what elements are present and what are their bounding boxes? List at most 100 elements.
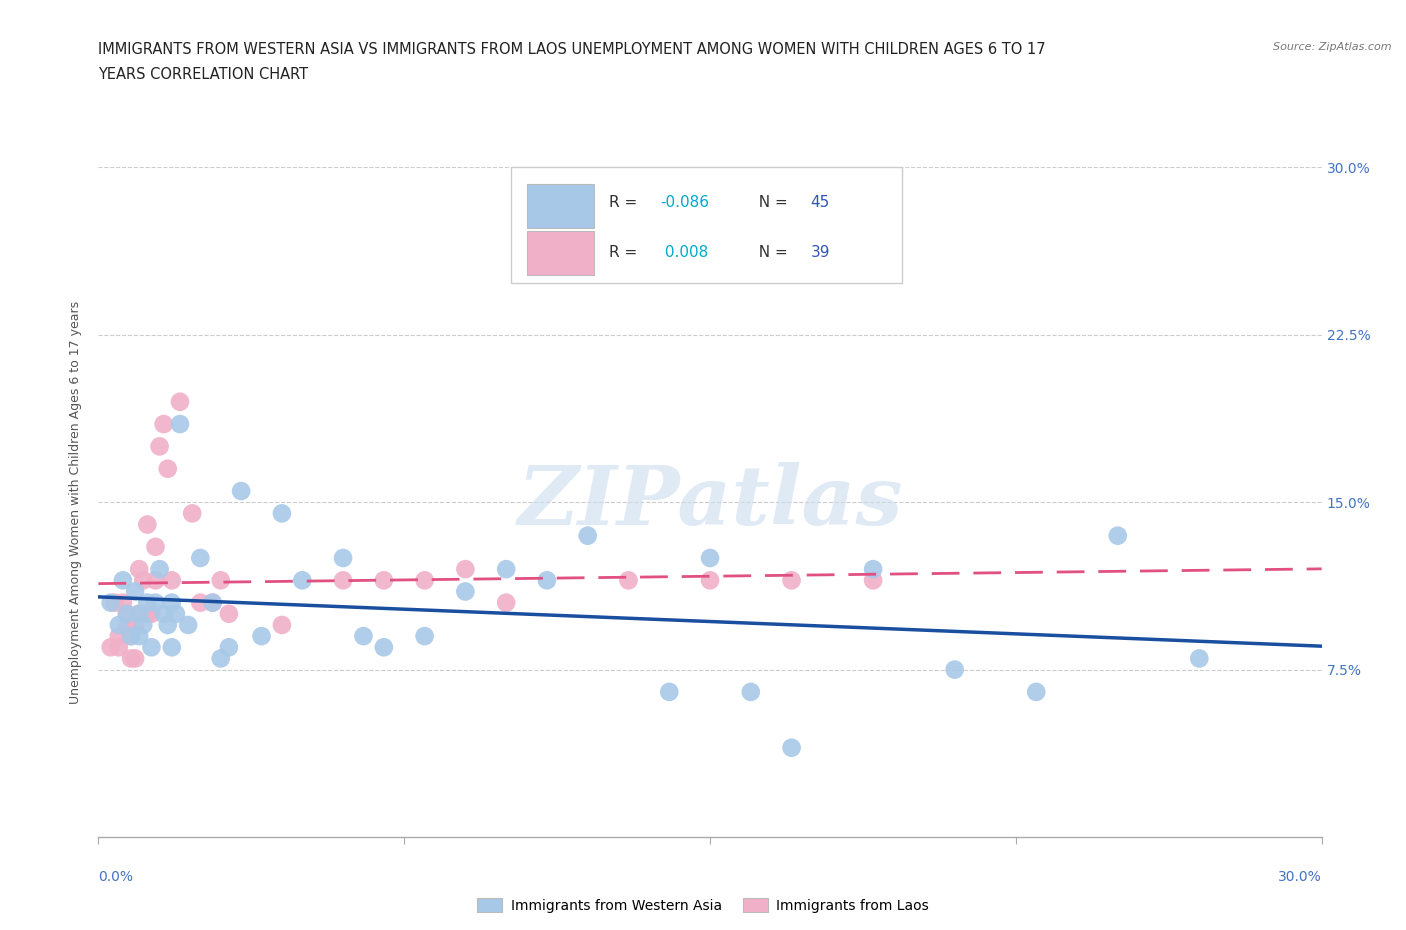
Point bbox=[111, 573, 134, 588]
Point bbox=[352, 629, 374, 644]
Text: 45: 45 bbox=[810, 195, 830, 210]
Point bbox=[413, 629, 436, 644]
FancyBboxPatch shape bbox=[526, 231, 593, 274]
Point bbox=[145, 595, 167, 610]
Point bbox=[658, 684, 681, 699]
Point bbox=[373, 640, 395, 655]
Text: 0.0%: 0.0% bbox=[98, 870, 134, 884]
Point bbox=[132, 618, 155, 632]
Point bbox=[188, 551, 212, 565]
FancyBboxPatch shape bbox=[526, 184, 593, 228]
Point bbox=[104, 595, 127, 610]
Y-axis label: Unemployment Among Women with Children Ages 6 to 17 years: Unemployment Among Women with Children A… bbox=[69, 300, 83, 704]
Point bbox=[108, 618, 131, 632]
Point bbox=[1107, 528, 1129, 543]
Text: R =: R = bbox=[609, 245, 641, 260]
Point bbox=[250, 629, 273, 644]
Text: N =: N = bbox=[749, 245, 793, 260]
Text: 30.0%: 30.0% bbox=[1278, 870, 1322, 884]
Text: -0.086: -0.086 bbox=[659, 195, 709, 210]
Point bbox=[152, 417, 174, 432]
Point bbox=[115, 606, 138, 621]
Point bbox=[231, 484, 253, 498]
Point bbox=[332, 573, 354, 588]
Point bbox=[128, 629, 150, 644]
Point bbox=[373, 573, 395, 588]
Point bbox=[413, 573, 436, 588]
Point bbox=[454, 562, 477, 577]
Text: 0.008: 0.008 bbox=[659, 245, 709, 260]
Text: ZIPatlas: ZIPatlas bbox=[517, 462, 903, 542]
Point bbox=[128, 606, 150, 621]
Point bbox=[780, 740, 803, 755]
Point bbox=[169, 394, 191, 409]
Point bbox=[209, 651, 232, 666]
Point bbox=[156, 618, 179, 632]
Point bbox=[181, 506, 204, 521]
Point bbox=[141, 640, 163, 655]
Point bbox=[156, 461, 179, 476]
Point bbox=[136, 517, 159, 532]
Point bbox=[576, 528, 599, 543]
Point bbox=[270, 506, 294, 521]
Point bbox=[495, 562, 517, 577]
Point bbox=[120, 629, 142, 644]
Point bbox=[780, 573, 803, 588]
Point bbox=[160, 640, 183, 655]
Point bbox=[111, 595, 134, 610]
Point bbox=[862, 562, 884, 577]
Point bbox=[740, 684, 762, 699]
Point bbox=[136, 595, 159, 610]
FancyBboxPatch shape bbox=[510, 167, 903, 284]
Point bbox=[270, 618, 294, 632]
Point bbox=[169, 417, 191, 432]
Point bbox=[149, 439, 172, 454]
Point bbox=[124, 651, 146, 666]
Point bbox=[218, 640, 240, 655]
Point bbox=[332, 551, 354, 565]
Point bbox=[115, 618, 138, 632]
Point bbox=[943, 662, 966, 677]
Point bbox=[1025, 684, 1047, 699]
Point bbox=[120, 651, 142, 666]
Point bbox=[141, 606, 163, 621]
Point bbox=[100, 595, 122, 610]
Text: IMMIGRANTS FROM WESTERN ASIA VS IMMIGRANTS FROM LAOS UNEMPLOYMENT AMONG WOMEN WI: IMMIGRANTS FROM WESTERN ASIA VS IMMIGRAN… bbox=[98, 42, 1046, 57]
Text: N =: N = bbox=[749, 195, 793, 210]
Point bbox=[136, 606, 159, 621]
Point bbox=[862, 573, 884, 588]
Point bbox=[120, 629, 142, 644]
Point bbox=[100, 640, 122, 655]
Text: 39: 39 bbox=[810, 245, 830, 260]
Point bbox=[124, 584, 146, 599]
Point bbox=[115, 606, 138, 621]
Point bbox=[145, 573, 167, 588]
Point bbox=[1188, 651, 1211, 666]
Point bbox=[495, 595, 517, 610]
Point bbox=[165, 606, 187, 621]
Text: YEARS CORRELATION CHART: YEARS CORRELATION CHART bbox=[98, 67, 308, 82]
Point bbox=[149, 562, 172, 577]
Text: R =: R = bbox=[609, 195, 641, 210]
Point bbox=[536, 573, 558, 588]
Point bbox=[291, 573, 314, 588]
Point bbox=[108, 629, 131, 644]
Point bbox=[160, 573, 183, 588]
Point bbox=[188, 595, 212, 610]
Point bbox=[124, 618, 146, 632]
Point bbox=[108, 640, 131, 655]
Point bbox=[177, 618, 200, 632]
Point bbox=[201, 595, 224, 610]
Point bbox=[699, 573, 721, 588]
Text: Source: ZipAtlas.com: Source: ZipAtlas.com bbox=[1274, 42, 1392, 52]
Point bbox=[454, 584, 477, 599]
Point bbox=[132, 573, 155, 588]
Point bbox=[128, 606, 150, 621]
Point bbox=[145, 539, 167, 554]
Point bbox=[201, 595, 224, 610]
Point bbox=[699, 551, 721, 565]
Point bbox=[218, 606, 240, 621]
Point bbox=[160, 595, 183, 610]
Point bbox=[617, 573, 640, 588]
Point bbox=[128, 562, 150, 577]
